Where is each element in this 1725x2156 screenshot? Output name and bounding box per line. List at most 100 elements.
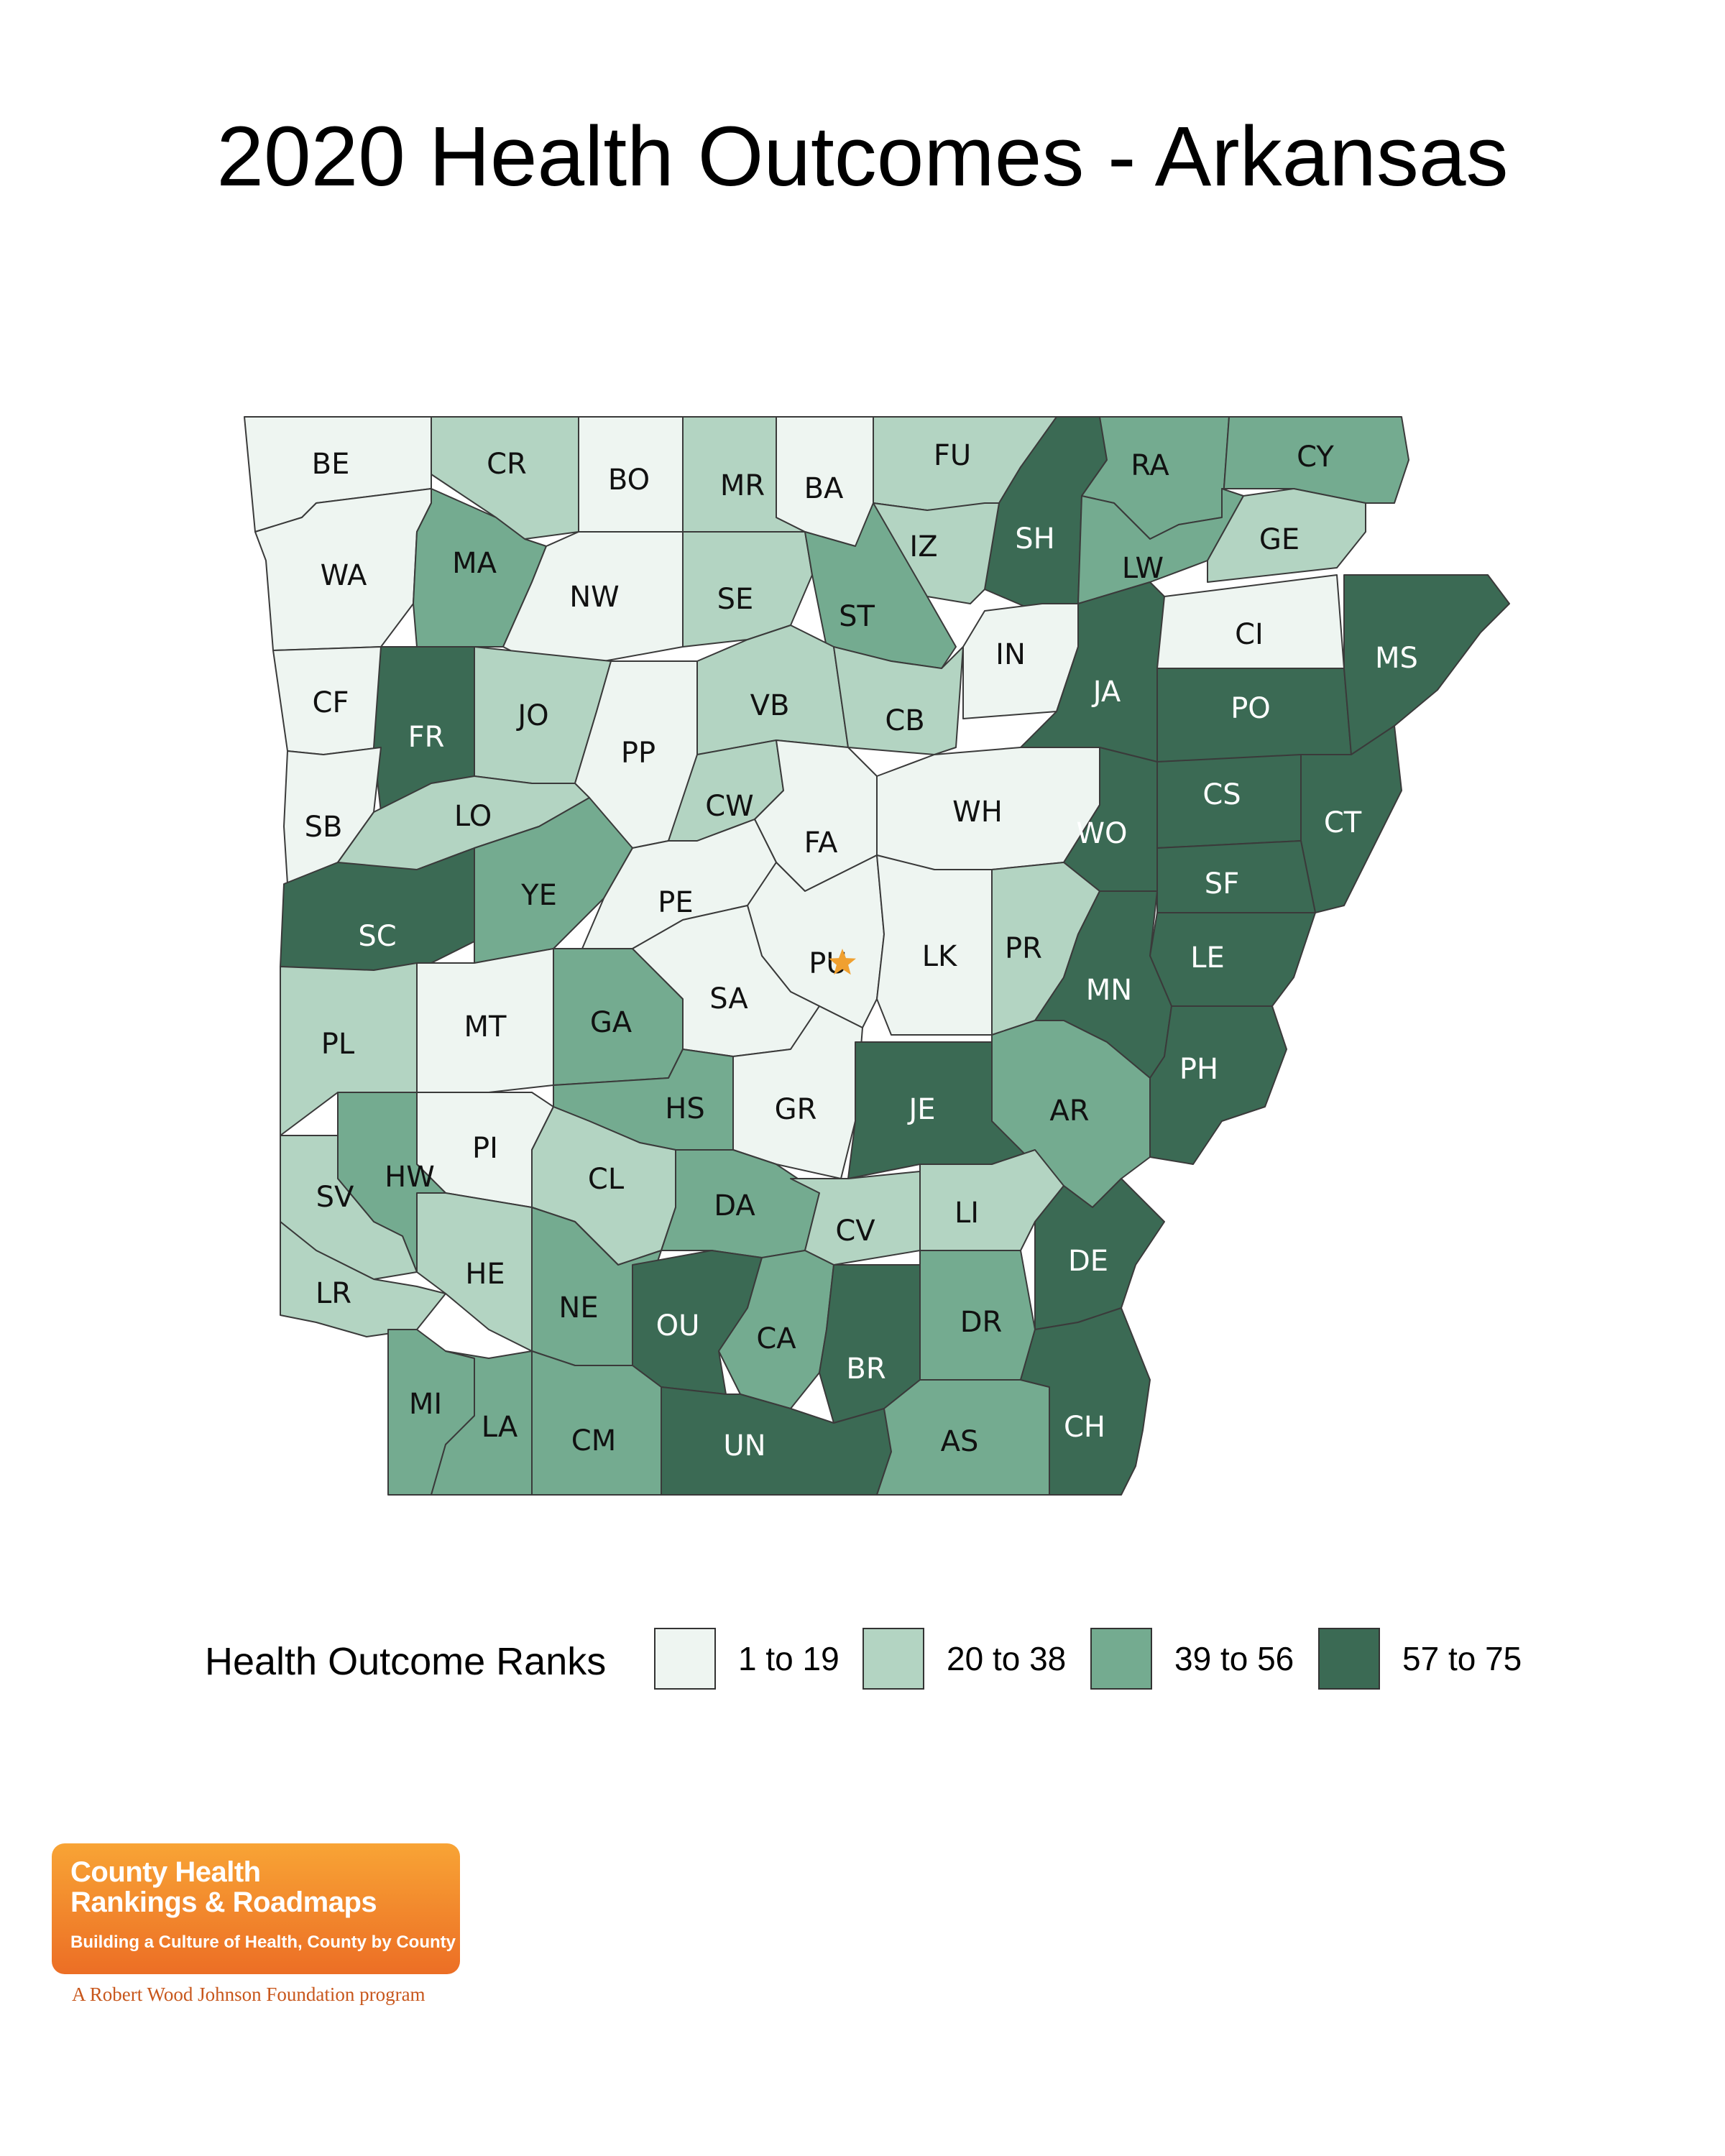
county-label-ms: MS <box>1375 642 1418 675</box>
county-label-wa: WA <box>321 559 367 592</box>
county-ge <box>1207 488 1366 583</box>
county-label-lw: LW <box>1122 552 1164 585</box>
county-label-ma: MA <box>452 547 497 580</box>
county-label-je: JE <box>906 1093 935 1126</box>
county-label-un: UN <box>723 1429 765 1462</box>
county-label-sc: SC <box>358 920 396 953</box>
county-le <box>1149 912 1316 1007</box>
county-label-cw: CW <box>705 790 753 823</box>
county-label-he: HE <box>465 1258 505 1291</box>
county-label-sb: SB <box>305 811 343 844</box>
county-label-ye: YE <box>520 879 557 912</box>
county-label-iz: IZ <box>909 530 937 563</box>
county-label-cl: CL <box>588 1163 625 1196</box>
county-label-fa: FA <box>804 826 838 860</box>
county-label-se: SE <box>717 583 754 616</box>
arkansas-county-map: BE CR BO MR BA FU SH RA CY WA MA NW SE ST IZ LW GE CF FR JO… <box>244 416 1510 1496</box>
county-cv <box>790 1171 921 1266</box>
logo-subtitle: A Robert Wood Johnson Foundation program <box>72 1984 426 2005</box>
county-label-da: DA <box>714 1189 755 1222</box>
county-label-wh: WH <box>952 796 1003 829</box>
county-label-cm: CM <box>571 1424 616 1457</box>
county-label-cv: CV <box>835 1215 875 1248</box>
county-label-ch: CH <box>1064 1411 1105 1444</box>
capital-star-icon <box>829 949 856 975</box>
county-label-mr: MR <box>720 469 765 502</box>
county-label-lk: LK <box>922 940 958 973</box>
county-label-pr: PR <box>1005 932 1042 965</box>
county-label-mn: MN <box>1086 974 1132 1007</box>
county-label-pl: PL <box>321 1028 355 1061</box>
county-label-sf: SF <box>1205 867 1239 900</box>
legend-label-2: 20 to 38 <box>947 1640 1067 1677</box>
county-label-cs: CS <box>1202 778 1241 811</box>
county-label-ge: GE <box>1259 523 1300 556</box>
chrr-logo: County Health Rankings & Roadmaps Buildi… <box>52 1843 460 1974</box>
county-ch <box>1020 1307 1151 1496</box>
county-label-wo: WO <box>1076 817 1127 850</box>
county-label-nw: NW <box>569 581 619 614</box>
county-label-dr: DR <box>960 1306 1003 1339</box>
map-title: 2020 Health Outcomes - Arkansas <box>216 109 1509 204</box>
county-label-li: LI <box>954 1197 979 1230</box>
county-label-ph: PH <box>1179 1053 1218 1086</box>
legend-swatch-2 <box>862 1628 924 1690</box>
county-label-as: AS <box>941 1425 979 1458</box>
county-label-cr: CR <box>487 448 527 481</box>
county-un <box>661 1386 892 1496</box>
legend: Health Outcome Ranks 1 to 19 20 to 38 39… <box>205 1628 1570 1700</box>
county-label-cf: CF <box>313 686 349 719</box>
county-label-hw: HW <box>385 1161 435 1194</box>
county-label-ca: CA <box>756 1322 796 1355</box>
county-label-ra: RA <box>1131 449 1169 482</box>
county-label-in: IN <box>995 638 1026 671</box>
county-label-cy: CY <box>1297 441 1334 474</box>
county-label-sv: SV <box>316 1181 354 1214</box>
legend-title: Health Outcome Ranks <box>205 1640 607 1683</box>
county-label-ct: CT <box>1324 806 1362 839</box>
county-ph <box>1149 1005 1287 1165</box>
legend-swatch-4 <box>1318 1628 1380 1690</box>
county-cm <box>531 1350 662 1496</box>
county-label-de: DE <box>1068 1245 1108 1278</box>
county-label-mi: MI <box>409 1388 442 1421</box>
logo-line-2: Rankings & Roadmaps <box>70 1886 377 1918</box>
county-label-lo: LO <box>454 800 492 833</box>
county-lr <box>280 1221 446 1337</box>
county-label-la: LA <box>482 1411 518 1444</box>
county-label-pp: PP <box>621 737 656 770</box>
county-label-sh: SH <box>1015 522 1054 556</box>
legend-label-4: 57 to 75 <box>1402 1640 1522 1677</box>
county-ca <box>718 1250 834 1409</box>
county-label-br: BR <box>846 1353 886 1386</box>
county-la <box>431 1350 533 1496</box>
county-cb <box>833 646 964 755</box>
logo-tagline: Building a Culture of Health, County by … <box>70 1932 456 1952</box>
county-label-ga: GA <box>590 1006 632 1039</box>
county-label-st: ST <box>839 600 875 633</box>
county-label-hs: HS <box>665 1092 704 1125</box>
county-label-pe: PE <box>658 886 693 919</box>
county-label-ba: BA <box>804 472 844 505</box>
county-label-be: BE <box>312 448 350 481</box>
county-label-jo: JO <box>515 699 548 732</box>
county-label-bo: BO <box>608 464 650 497</box>
county-label-fu: FU <box>934 439 971 472</box>
county-label-ja: JA <box>1091 676 1121 709</box>
county-label-ar: AR <box>1049 1095 1089 1128</box>
county-label-ci: CI <box>1235 618 1264 651</box>
county-label-mt: MT <box>464 1010 507 1044</box>
county-label-po: PO <box>1230 692 1271 725</box>
county-label-le: LE <box>1190 941 1225 975</box>
county-label-gr: GR <box>775 1093 817 1126</box>
county-label-pi: PI <box>472 1132 498 1165</box>
county-label-sa: SA <box>709 982 748 1015</box>
county-label-ne: NE <box>558 1291 598 1325</box>
county-label-vb: VB <box>750 689 790 722</box>
legend-label-1: 1 to 19 <box>738 1640 840 1677</box>
county-label-lr: LR <box>316 1277 351 1310</box>
county-label-ou: OU <box>656 1309 700 1342</box>
county-ms <box>1343 574 1510 755</box>
legend-label-3: 39 to 56 <box>1174 1640 1294 1677</box>
county-label-fr: FR <box>408 721 445 754</box>
